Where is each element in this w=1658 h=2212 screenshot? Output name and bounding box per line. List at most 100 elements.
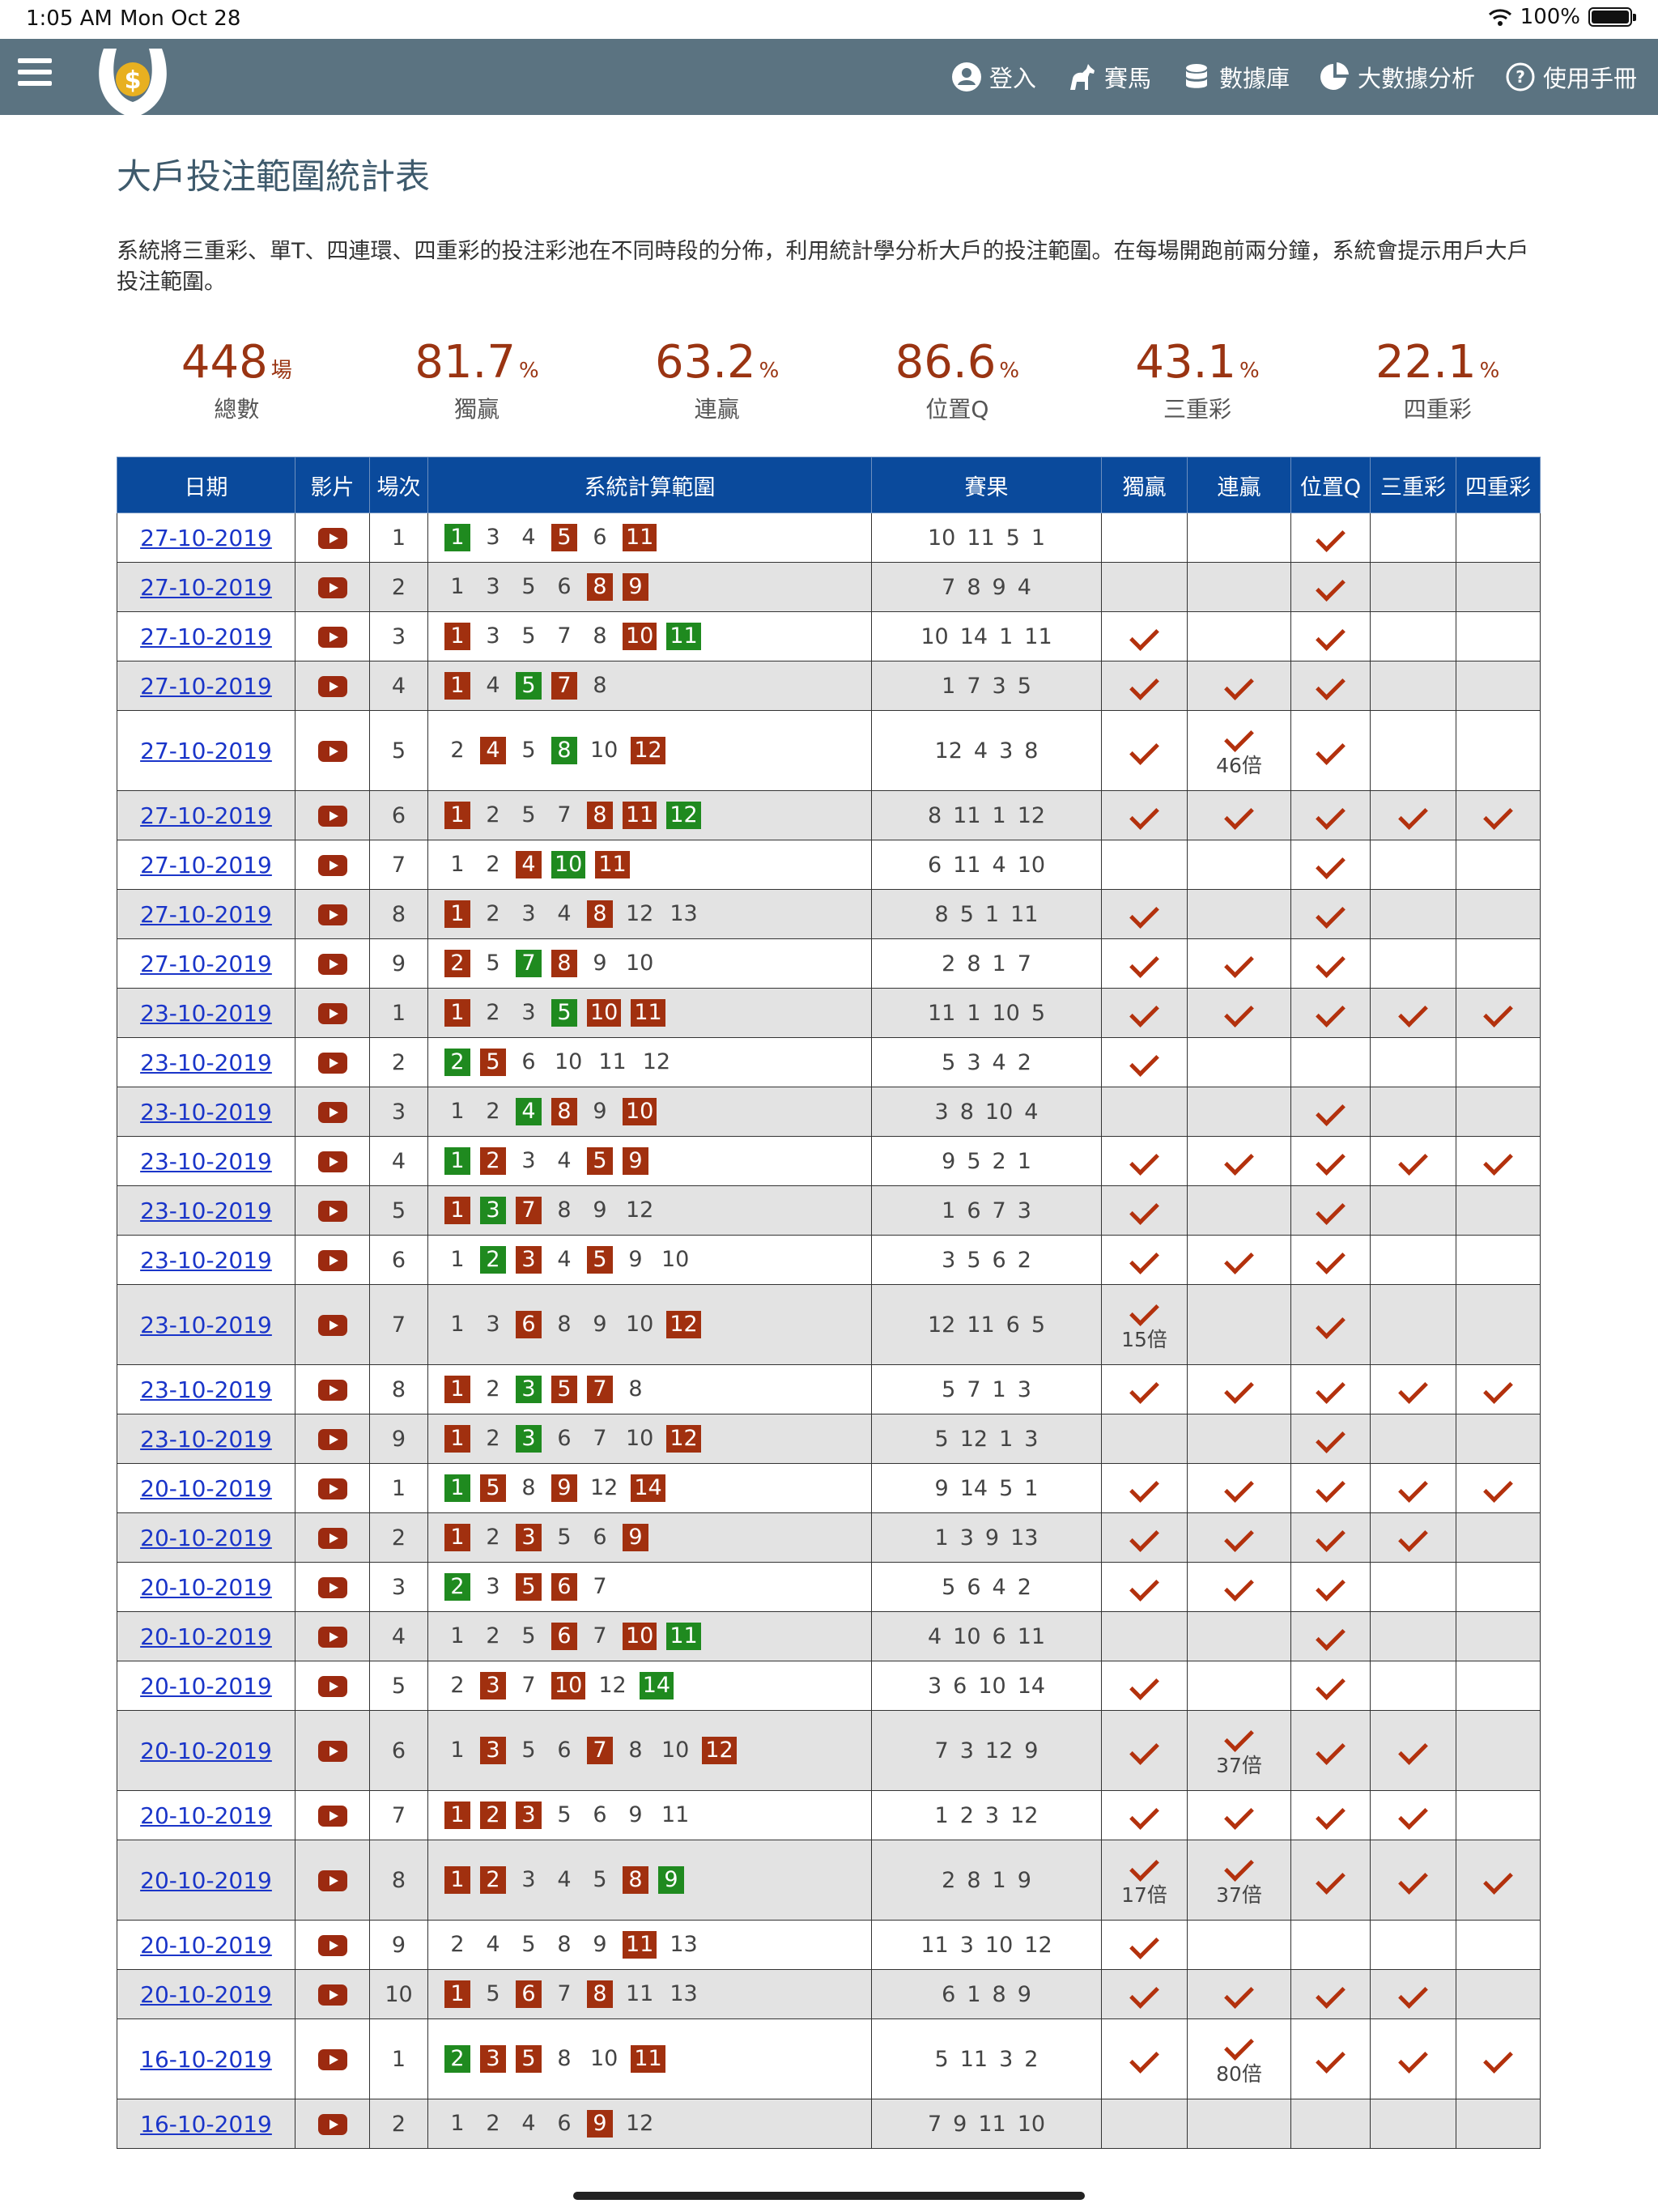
youtube-icon[interactable] xyxy=(317,1627,347,1648)
nav-link-horse[interactable]: 賽馬 xyxy=(1065,60,1151,94)
first4-cell xyxy=(1456,840,1541,890)
date-link[interactable]: 20-10-2019 xyxy=(140,1737,272,1764)
date-link[interactable]: 20-10-2019 xyxy=(140,1980,272,2008)
date-link[interactable]: 23-10-2019 xyxy=(140,1147,272,1175)
date-link[interactable]: 20-10-2019 xyxy=(140,1866,272,1894)
range-number: 10 xyxy=(587,999,622,1027)
youtube-icon[interactable] xyxy=(317,1250,347,1271)
date-link[interactable]: 23-10-2019 xyxy=(140,1197,272,1224)
youtube-icon[interactable] xyxy=(317,1741,347,1762)
video-cell xyxy=(295,1562,370,1612)
date-link[interactable]: 16-10-2019 xyxy=(140,2045,272,2073)
youtube-icon[interactable] xyxy=(317,904,347,925)
date-link[interactable]: 20-10-2019 xyxy=(140,1672,272,1699)
range-number: 2 xyxy=(480,1246,506,1274)
checkmark-icon xyxy=(1316,1799,1346,1830)
date-link[interactable]: 23-10-2019 xyxy=(140,1425,272,1453)
date-link[interactable]: 27-10-2019 xyxy=(140,950,272,977)
youtube-icon[interactable] xyxy=(317,2114,347,2135)
range-number: 6 xyxy=(557,2111,572,2136)
date-link[interactable]: 20-10-2019 xyxy=(140,1524,272,1551)
result-number: 4 xyxy=(992,1049,1006,1075)
youtube-icon[interactable] xyxy=(317,1151,347,1172)
range-cell: 1 3 5 6 7 8 10 12 xyxy=(427,1710,872,1791)
win-cell xyxy=(1101,1185,1188,1236)
youtube-icon[interactable] xyxy=(317,1201,347,1222)
table-row: 23-10-2019 2 2 5 6 10 11 12 5 3 4 2 xyxy=(117,1037,1541,1087)
quinella-cell xyxy=(1187,1562,1291,1612)
result-number: 3 xyxy=(999,738,1014,764)
youtube-icon[interactable] xyxy=(317,1676,347,1697)
checkmark-icon xyxy=(1224,1472,1254,1503)
youtube-icon[interactable] xyxy=(317,1577,347,1598)
date-link[interactable]: 27-10-2019 xyxy=(140,573,272,601)
youtube-icon[interactable] xyxy=(317,1935,347,1956)
range-cell: 2 4 5 8 10 12 xyxy=(427,710,872,791)
range-cell: 1 2 3 4 5 9 10 xyxy=(427,1235,872,1285)
date-link[interactable]: 16-10-2019 xyxy=(140,2110,272,2138)
youtube-icon[interactable] xyxy=(317,1003,347,1024)
date-cell: 27-10-2019 xyxy=(117,710,295,791)
range-number: 2 xyxy=(486,1376,500,1402)
youtube-icon[interactable] xyxy=(317,1870,347,1891)
date-link[interactable]: 20-10-2019 xyxy=(140,1623,272,1650)
logo[interactable]: $ xyxy=(89,42,176,123)
date-link[interactable]: 20-10-2019 xyxy=(140,1474,272,1502)
youtube-icon[interactable] xyxy=(317,1429,347,1450)
date-link[interactable]: 20-10-2019 xyxy=(140,1931,272,1959)
date-link[interactable]: 20-10-2019 xyxy=(140,1802,272,1829)
youtube-icon[interactable] xyxy=(317,1102,347,1123)
range-number: 7 xyxy=(593,1426,607,1451)
nav-link-user[interactable]: 登入 xyxy=(950,60,1036,94)
race-number: 1 xyxy=(369,988,428,1038)
checkmark-icon xyxy=(1224,947,1254,978)
youtube-icon[interactable] xyxy=(317,1315,347,1336)
nav-link-help[interactable]: ? 使用手冊 xyxy=(1504,60,1637,94)
date-link[interactable]: 23-10-2019 xyxy=(140,1098,272,1125)
youtube-icon[interactable] xyxy=(317,806,347,827)
youtube-icon[interactable] xyxy=(317,1806,347,1827)
status-right: 100% xyxy=(1488,5,1636,29)
youtube-icon[interactable] xyxy=(317,1478,347,1499)
youtube-icon[interactable] xyxy=(317,741,347,762)
date-link[interactable]: 23-10-2019 xyxy=(140,1049,272,1076)
range-number: 3 xyxy=(516,1524,542,1551)
youtube-icon[interactable] xyxy=(317,2049,347,2070)
race-number: 6 xyxy=(369,1710,428,1791)
date-link[interactable]: 27-10-2019 xyxy=(140,672,272,700)
date-link[interactable]: 27-10-2019 xyxy=(140,524,272,551)
youtube-icon[interactable] xyxy=(317,1053,347,1074)
youtube-icon[interactable] xyxy=(317,627,347,648)
menu-icon[interactable] xyxy=(18,58,52,92)
youtube-icon[interactable] xyxy=(317,676,347,697)
quinella-place-cell xyxy=(1290,1463,1371,1513)
date-link[interactable]: 23-10-2019 xyxy=(140,999,272,1027)
date-link[interactable]: 20-10-2019 xyxy=(140,1573,272,1601)
youtube-icon[interactable] xyxy=(317,577,347,598)
range-number: 5 xyxy=(557,1802,572,1827)
date-link[interactable]: 23-10-2019 xyxy=(140,1376,272,1403)
youtube-icon[interactable] xyxy=(317,1984,347,2006)
youtube-icon[interactable] xyxy=(317,1528,347,1549)
date-link[interactable]: 27-10-2019 xyxy=(140,802,272,829)
quinella-cell xyxy=(1187,840,1291,890)
quinella-cell xyxy=(1187,562,1291,612)
date-link[interactable]: 27-10-2019 xyxy=(140,900,272,928)
range-number: 7 xyxy=(593,1574,607,1599)
date-link[interactable]: 27-10-2019 xyxy=(140,737,272,764)
date-link[interactable]: 27-10-2019 xyxy=(140,623,272,650)
date-link[interactable]: 23-10-2019 xyxy=(140,1311,272,1338)
nav-link-pie-chart[interactable]: 大數據分析 xyxy=(1319,60,1475,94)
youtube-icon[interactable] xyxy=(317,855,347,876)
nav-link-database[interactable]: 數據庫 xyxy=(1180,60,1290,94)
youtube-icon[interactable] xyxy=(317,954,347,975)
home-indicator[interactable] xyxy=(573,2192,1085,2200)
date-link[interactable]: 27-10-2019 xyxy=(140,851,272,878)
date-link[interactable]: 23-10-2019 xyxy=(140,1246,272,1274)
result-number: 14 xyxy=(959,1475,988,1501)
table-row: 20-10-2019 5 2 3 7 10 12 14 3 6 10 14 xyxy=(117,1661,1541,1711)
youtube-icon[interactable] xyxy=(317,528,347,549)
range-number: 10 xyxy=(623,1623,657,1650)
youtube-icon[interactable] xyxy=(317,1380,347,1401)
